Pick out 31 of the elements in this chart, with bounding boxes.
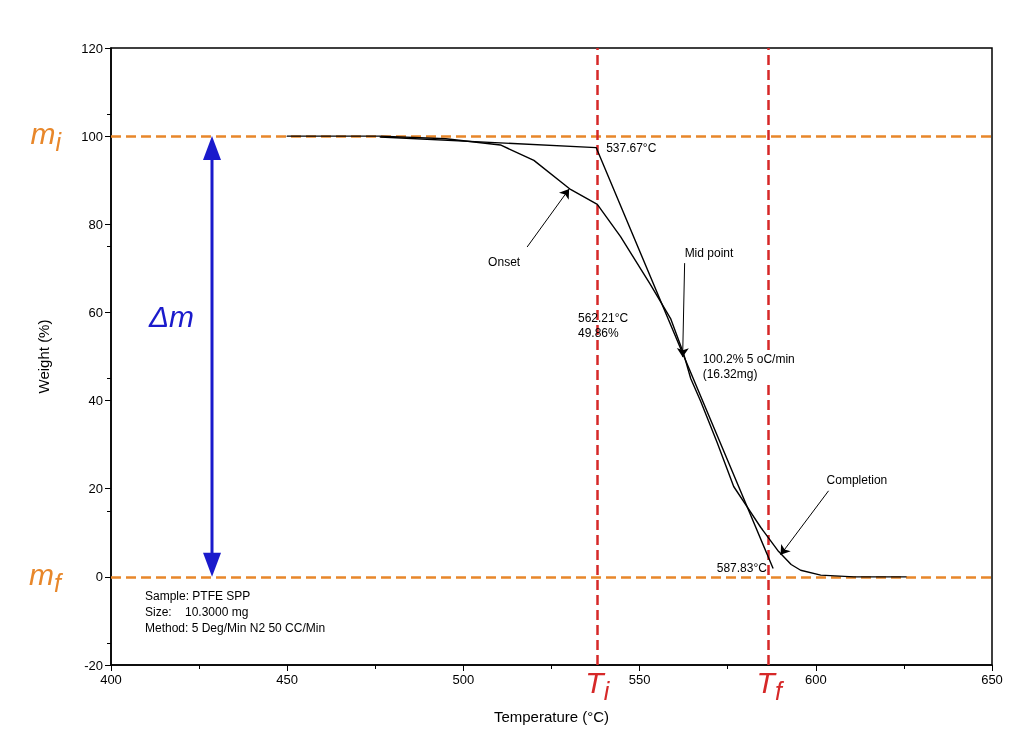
x-axis-title: Temperature (°C) [493,708,610,725]
annotation: Δm [147,300,194,333]
ref-line-label: T$_{f}$ [756,666,782,705]
annotation: 100.2% 5 oC/min (16.32mg) [702,352,795,382]
y-tick-label: 120 [81,40,103,56]
annotation: Onset [488,255,521,270]
annotation: Sample: PTFE SPP [145,589,251,603]
x-tick-label: 450 [276,672,299,687]
x-tick-label: 600 [804,672,827,687]
y-tick-label: 80 [88,216,103,232]
annotation: Size: 10.3000 mg [145,605,249,619]
y-tick-label: 100 [81,128,103,144]
x-tick-label: 500 [452,672,475,687]
x-tick-label: 650 [981,672,1003,687]
ref-line-label: T$_{i}$ [585,666,610,705]
y-tick-label: 60 [88,304,103,320]
y-tick-label: -20 [84,657,103,673]
x-tick-label: 550 [628,672,651,687]
x-tick-label: 400 [100,672,122,687]
annotation: 537.67°C [606,140,657,155]
y-tick-label: 40 [88,393,103,409]
ref-line-label: m$_{i}$ [30,117,61,157]
annotation: Mid point [684,246,734,261]
annotation: Method: 5 Deg/Min N2 50 CC/Min [145,621,326,635]
y-tick-label: 0 [95,569,103,585]
y-axis-title: Weight (%) [35,319,52,394]
annotation: 587.83°C [716,560,768,575]
ref-line-label: m$_{f}$ [29,557,61,597]
annotation: Completion [826,472,888,487]
annotation: 562.21°C 49.86% [578,310,629,340]
y-tick-label: 20 [88,481,103,497]
